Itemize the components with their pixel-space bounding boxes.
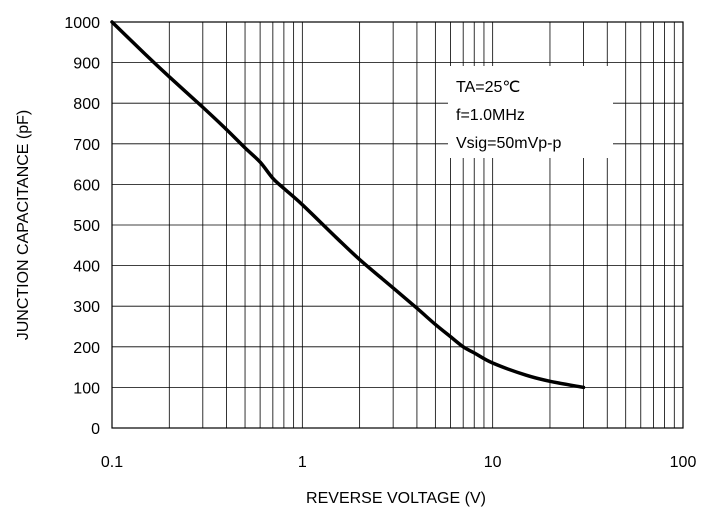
x-tick-label: 0.1 [101, 454, 123, 471]
y-tick-label: 0 [91, 421, 100, 438]
x-tick-label: 100 [670, 454, 697, 471]
y-tick-label: 100 [73, 380, 100, 397]
annotation-box: TA=25℃ f=1.0MHz Vsig=50mVp-p [448, 66, 613, 158]
y-tick-label: 300 [73, 299, 100, 316]
y-tick-label: 600 [73, 177, 100, 194]
y-tick-label: 400 [73, 259, 100, 276]
x-axis-title: REVERSE VOLTAGE (V) [306, 490, 486, 507]
y-tick-label: 500 [73, 218, 100, 235]
annotation-temperature: TA=25℃ [456, 79, 520, 96]
y-tick-label: 800 [73, 96, 100, 113]
capacitance-curve [110, 20, 586, 390]
plot-frame [111, 21, 684, 429]
x-tick-label: 10 [484, 454, 502, 471]
annotation-signal: Vsig=50mVp-p [456, 135, 561, 152]
grid [112, 22, 683, 428]
y-tick-label: 1000 [64, 15, 100, 32]
x-tick-label: 1 [298, 454, 307, 471]
y-axis-title: JUNCTION CAPACITANCE (pF) [15, 110, 32, 341]
annotation-frequency: f=1.0MHz [456, 107, 525, 124]
y-tick-label: 900 [73, 56, 100, 73]
tick-labels: 0 100 200 300 400 500 600 700 800 900 1000 0.1 1 10 10… [64, 15, 696, 471]
y-tick-label: 700 [73, 137, 100, 154]
y-tick-label: 200 [73, 340, 100, 357]
